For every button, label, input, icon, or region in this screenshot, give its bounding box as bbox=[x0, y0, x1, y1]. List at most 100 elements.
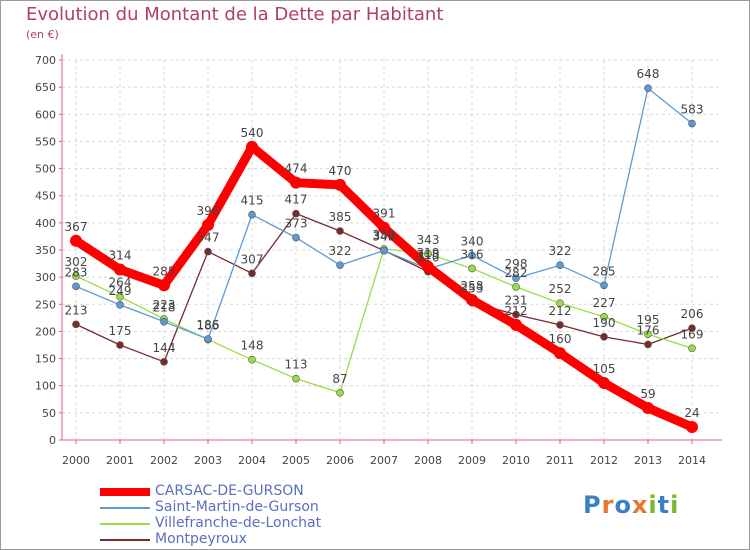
series-point-1 bbox=[336, 261, 344, 270]
y-tick-label: 0 bbox=[49, 434, 56, 447]
data-label-2: 227 bbox=[593, 296, 616, 310]
series-point-0 bbox=[334, 178, 346, 191]
data-label-2: 195 bbox=[637, 313, 660, 327]
data-label-1: 349 bbox=[373, 230, 396, 244]
y-tick-label: 50 bbox=[42, 407, 56, 420]
data-label-2: 264 bbox=[109, 276, 132, 290]
y-tick-label: 550 bbox=[35, 135, 56, 148]
data-label-3: 213 bbox=[65, 303, 88, 317]
chart-title: Evolution du Montant de la Dette par Hab… bbox=[26, 4, 444, 25]
series-point-1 bbox=[688, 119, 696, 128]
data-label-2: 316 bbox=[461, 247, 484, 261]
series-point-0 bbox=[466, 293, 478, 306]
y-tick-label: 150 bbox=[35, 353, 56, 366]
data-label-2: 302 bbox=[65, 255, 88, 269]
series-point-1 bbox=[116, 301, 124, 309]
series-point-2 bbox=[336, 388, 344, 397]
series-point-2 bbox=[248, 355, 256, 364]
data-label-2: 113 bbox=[285, 358, 308, 372]
series-point-0 bbox=[554, 347, 566, 360]
y-tick-label: 400 bbox=[35, 217, 56, 230]
series-point-0 bbox=[114, 263, 126, 276]
data-label-1: 322 bbox=[549, 244, 572, 258]
legend-label-villefranche: Villefranche-de-Lonchat bbox=[155, 515, 322, 531]
series-point-3 bbox=[72, 320, 80, 329]
y-tick-label: 300 bbox=[35, 271, 56, 284]
data-label-0: 160 bbox=[549, 332, 572, 346]
data-label-0: 59 bbox=[640, 387, 655, 401]
data-label-2: 223 bbox=[153, 298, 176, 312]
series-point-1 bbox=[556, 261, 564, 270]
x-tick-label: 2004 bbox=[238, 454, 266, 467]
data-label-2: 185 bbox=[197, 319, 220, 333]
series-point-1 bbox=[512, 274, 520, 283]
data-label-1: 340 bbox=[461, 234, 484, 248]
data-label-3: 231 bbox=[505, 294, 528, 308]
data-label-3: 253 bbox=[461, 282, 484, 296]
x-tick-label: 2005 bbox=[282, 454, 310, 467]
series-point-0 bbox=[686, 420, 698, 433]
data-label-1: 415 bbox=[241, 194, 264, 208]
data-label-3: 349 bbox=[373, 230, 396, 244]
data-label-0: 470 bbox=[329, 164, 352, 178]
series-point-2 bbox=[512, 283, 520, 291]
series-point-0 bbox=[290, 176, 302, 189]
series-point-2 bbox=[424, 250, 432, 258]
data-label-2: 252 bbox=[549, 282, 572, 296]
series-point-3 bbox=[336, 227, 344, 235]
series-point-0 bbox=[598, 377, 610, 389]
series-point-0 bbox=[378, 221, 390, 234]
data-label-2: 87 bbox=[332, 372, 347, 386]
data-label-0: 319 bbox=[417, 246, 440, 260]
series-point-1 bbox=[380, 246, 388, 255]
series-point-1 bbox=[160, 317, 168, 326]
series-point-2 bbox=[556, 299, 564, 308]
data-label-1: 249 bbox=[109, 284, 132, 298]
data-label-1: 322 bbox=[329, 244, 352, 258]
data-label-1: 186 bbox=[197, 318, 220, 332]
x-tick-label: 2003 bbox=[194, 454, 222, 467]
x-tick-label: 2010 bbox=[502, 454, 530, 467]
x-tick-label: 2007 bbox=[370, 454, 398, 467]
series-point-3 bbox=[600, 333, 608, 341]
series-point-0 bbox=[246, 140, 258, 153]
data-label-0: 474 bbox=[285, 162, 308, 176]
series-point-3 bbox=[160, 358, 168, 366]
series-point-3 bbox=[116, 341, 124, 349]
x-tick-label: 2008 bbox=[414, 454, 442, 467]
series-point-2 bbox=[600, 312, 608, 321]
data-label-1: 583 bbox=[681, 103, 704, 117]
series-point-0 bbox=[510, 318, 522, 331]
data-label-0: 258 bbox=[461, 279, 484, 293]
y-tick-label: 650 bbox=[35, 81, 56, 94]
x-tick-label: 2006 bbox=[326, 454, 354, 467]
proxiti-logo: Proxiti bbox=[583, 491, 680, 519]
y-tick-label: 600 bbox=[35, 108, 56, 121]
series-point-3 bbox=[292, 209, 300, 218]
data-label-3: 144 bbox=[153, 341, 176, 355]
y-tick-label: 250 bbox=[35, 298, 56, 311]
data-label-0: 367 bbox=[65, 220, 88, 234]
legend-swatch-villefranche bbox=[100, 523, 150, 525]
series-point-2 bbox=[644, 330, 652, 338]
y-tick-label: 100 bbox=[35, 380, 56, 393]
x-tick-label: 2002 bbox=[150, 454, 178, 467]
data-label-0: 24 bbox=[684, 406, 699, 420]
series-point-1 bbox=[292, 233, 300, 242]
data-label-2: 169 bbox=[681, 327, 704, 341]
series-point-3 bbox=[512, 310, 520, 319]
x-tick-label: 2014 bbox=[678, 454, 706, 467]
data-label-1: 648 bbox=[637, 67, 660, 81]
series-point-0 bbox=[158, 279, 170, 292]
data-label-3: 206 bbox=[681, 307, 704, 321]
data-label-2: 282 bbox=[505, 266, 528, 280]
data-label-0: 314 bbox=[109, 249, 132, 263]
data-label-2: 352 bbox=[373, 228, 396, 242]
y-tick-label: 500 bbox=[35, 163, 56, 176]
data-label-1: 373 bbox=[285, 217, 308, 231]
legend-label-saint-martin: Saint-Martin-de-Gurson bbox=[155, 499, 319, 515]
series-point-1 bbox=[248, 210, 256, 219]
series-point-1 bbox=[644, 84, 652, 93]
series-point-2 bbox=[688, 344, 696, 353]
data-label-1: 315 bbox=[417, 248, 440, 262]
